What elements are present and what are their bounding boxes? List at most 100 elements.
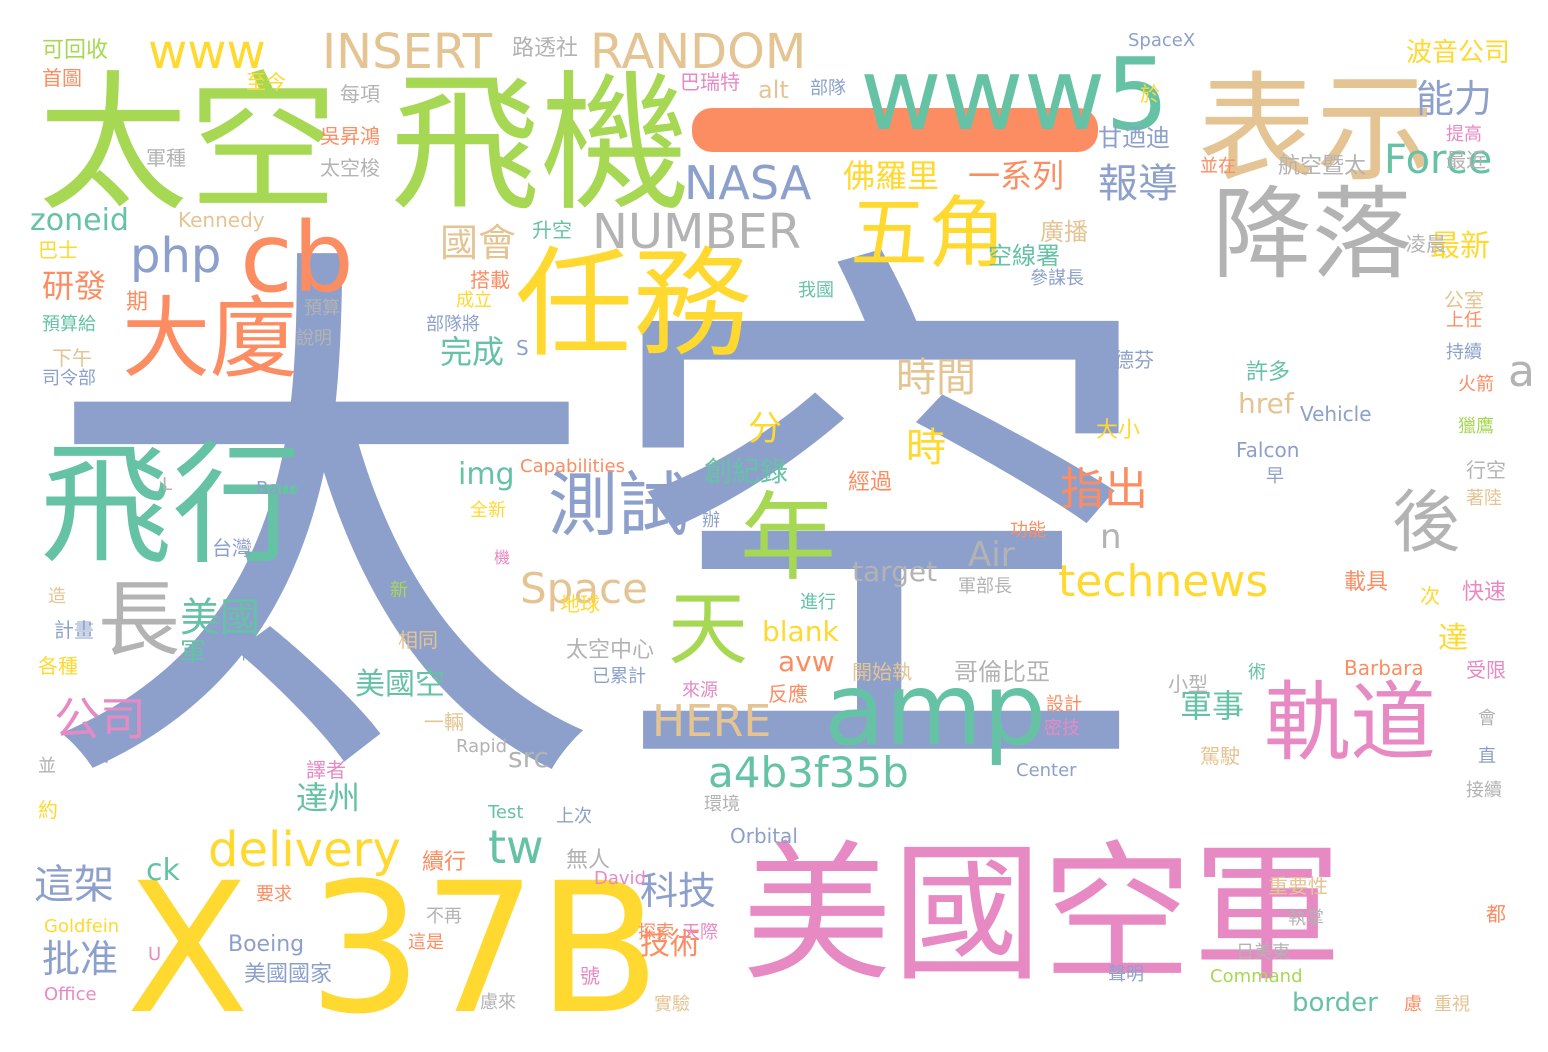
word: 公司 (54, 692, 146, 746)
word: Office (44, 984, 97, 1005)
word: L (162, 474, 173, 495)
word: 一系列 (968, 157, 1065, 195)
word: 各種 (38, 654, 78, 678)
word: 太空中心 (566, 638, 655, 663)
word: 37B (308, 845, 661, 1052)
word: 能力 (1416, 77, 1493, 121)
word: 日美東 (1236, 942, 1290, 963)
word: 重要性 (1268, 874, 1328, 898)
word: 快速 (1462, 580, 1507, 605)
word: 續行 (422, 850, 467, 875)
word: NASA (684, 156, 812, 210)
word: 全新 (470, 500, 506, 521)
word: 美國國家 (244, 962, 333, 987)
word: 創紀錄 (704, 455, 789, 488)
word: 於 (1140, 82, 1160, 106)
word: www (148, 24, 266, 80)
word: 批准 (42, 937, 119, 981)
word: Rapid (456, 736, 507, 757)
word: 長 (98, 573, 181, 668)
word: 天 (668, 583, 748, 676)
word: 天際 (682, 922, 718, 943)
word: 並 (38, 756, 56, 777)
word: 來源 (682, 680, 718, 701)
word: 太空 (40, 204, 1160, 856)
word: 會 (1478, 708, 1496, 729)
word: RANDOM (590, 24, 807, 80)
word: Orbital (730, 824, 798, 848)
word: 空線署 (988, 242, 1060, 270)
word: Boeing (228, 932, 305, 957)
word: 時 (906, 425, 946, 471)
word: 接續 (1466, 780, 1502, 801)
word: ck (146, 853, 180, 888)
word: technews (1058, 556, 1269, 607)
word: 台灣 (212, 536, 252, 560)
word: 國會 (440, 221, 517, 265)
word: 最近 (1446, 148, 1486, 172)
word: 約 (38, 798, 58, 822)
word: tw (488, 820, 544, 874)
word: 首圖 (42, 66, 82, 90)
word: Space (520, 564, 648, 613)
word: 軍種 (146, 146, 186, 170)
word: 探索 (638, 922, 674, 943)
word: 波音公司 (1406, 38, 1511, 68)
word: 慮來 (480, 992, 516, 1013)
word: 搭載 (470, 268, 510, 292)
word: 上次 (556, 806, 592, 827)
word: 凌晨 (1406, 232, 1446, 256)
word: 都 (1486, 902, 1506, 926)
word: 開始執 (852, 660, 912, 684)
word: 譯者 (306, 758, 346, 782)
word: a4b3f35b (708, 748, 909, 797)
word: www5 (860, 36, 1169, 153)
word: 哥倫比亞 (954, 658, 1050, 686)
word: n (1100, 517, 1122, 557)
word: 環境 (704, 794, 740, 815)
word: 巴士 (38, 238, 78, 262)
word: 巴瑞特 (680, 70, 740, 94)
word: blank (762, 615, 839, 648)
word: 密技 (1044, 718, 1080, 739)
word: 技術 (640, 927, 700, 962)
word: 軌道 (1264, 673, 1436, 773)
word: 任務 (515, 235, 752, 373)
word: 飛行 (40, 429, 304, 583)
word: 受限 (1466, 658, 1506, 682)
word: S (516, 336, 529, 360)
word: 航空暨太 (1278, 154, 1367, 179)
word: Test (488, 802, 524, 823)
word: img (458, 457, 515, 492)
word: Falcon (1236, 438, 1300, 462)
word: 無人 (566, 848, 611, 873)
word: 成立 (456, 290, 492, 311)
word: Barbara (1344, 656, 1424, 680)
word: INSERT (322, 24, 493, 80)
word: 新 (390, 580, 408, 601)
word: 製 (1098, 378, 1118, 402)
word: amp (824, 651, 1047, 768)
word: 機 (494, 548, 511, 567)
word: 相同 (398, 628, 438, 652)
word: 駕駛 (1200, 744, 1240, 768)
word: avw (778, 645, 835, 678)
word: 下 (236, 644, 253, 663)
word: Vehicle (1300, 402, 1372, 426)
word: 達 (1438, 621, 1468, 656)
word: 司令部 (42, 368, 96, 389)
word: 獵鷹 (1458, 416, 1494, 437)
word: Goldfein (44, 916, 120, 937)
word: 每項 (340, 82, 380, 106)
dash-mark (692, 108, 1098, 152)
word: 已累計 (592, 666, 646, 687)
word: HERE (652, 696, 772, 747)
word: 廣播 (1040, 218, 1088, 246)
word: 這架 (34, 862, 114, 908)
word: 提高 (1446, 124, 1482, 145)
word: 地球 (560, 592, 600, 616)
word: 報導 (1098, 161, 1178, 207)
word: 不再 (426, 906, 462, 927)
word: 測試 (548, 464, 688, 546)
word: 聲明 (1108, 964, 1144, 985)
